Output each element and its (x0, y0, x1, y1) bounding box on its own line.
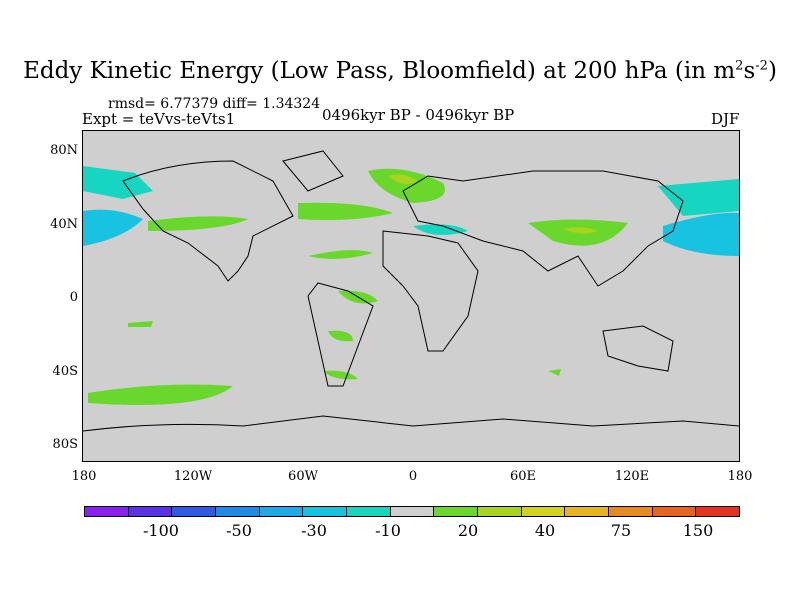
colorbar-swatch-3 (216, 507, 260, 516)
x-tick-120w: 120W (173, 469, 213, 484)
y-tick-80s: 80S (52, 437, 78, 452)
coast-antarctica (83, 415, 739, 432)
y-tick-80n: 80N (50, 143, 78, 158)
colorbar-swatch-8 (434, 507, 479, 516)
colorbar-swatch-4 (259, 507, 304, 516)
x-tick-180e: 180 (727, 469, 753, 484)
period-label: 0496kyr BP - 0496kyr BP (322, 106, 515, 124)
map-svg (83, 131, 739, 461)
coast-south-america (307, 282, 374, 387)
colorbar-label-40: 40 (534, 521, 556, 540)
colorbar-label-minus-30: -30 (301, 521, 327, 540)
y-tick-0: 0 (69, 290, 78, 305)
region-pacific-east (658, 179, 739, 216)
experiment-label: Expt = teVvs-teVts1 (82, 110, 236, 128)
region-mediterranean (413, 224, 468, 235)
colorbar-swatch-13 (652, 507, 697, 516)
coast-north-america (122, 160, 294, 282)
colorbar-swatch-2 (172, 507, 217, 516)
colorbar-swatch-14 (696, 507, 740, 516)
colorbar-swatch-9 (478, 507, 522, 516)
region-indian-ocean-small (548, 369, 561, 376)
region-south-atlantic-lower (323, 370, 358, 380)
region-south-pacific-small (128, 321, 153, 327)
coast-eurasia (402, 170, 684, 287)
region-north-pacific-west (83, 166, 153, 199)
region-south-pacific (88, 384, 233, 405)
region-asia-jet-core (563, 227, 598, 234)
rmsd-label: rmsd= 6.77379 diff= 1.34324 (108, 96, 321, 112)
colorbar-swatch-0 (85, 507, 129, 516)
colorbar-swatch-10 (521, 507, 566, 516)
region-europe-north-core (388, 174, 418, 185)
colorbar-swatch-1 (128, 507, 173, 516)
colorbar-swatch-11 (565, 507, 610, 516)
colorbar-label-minus-10: -10 (375, 521, 401, 540)
colorbar-swatch-6 (347, 507, 391, 516)
y-tick-40s: 40S (52, 364, 78, 379)
colorbar-label-minus-50: -50 (226, 521, 252, 540)
region-pacific-east-core (663, 212, 739, 256)
map-plot-area (82, 130, 740, 462)
colorbar-label-minus-100: -100 (143, 521, 179, 540)
region-south-atlantic (328, 330, 353, 342)
y-tick-40n: 40N (50, 217, 78, 232)
colorbar-label-150: 150 (682, 521, 714, 540)
coast-greenland (282, 150, 344, 192)
region-pacific-west-core (83, 209, 143, 246)
coastlines (83, 150, 739, 432)
coast-africa (382, 230, 479, 352)
colorbar-label-20: 20 (457, 521, 479, 540)
colorbar-label-75: 75 (610, 521, 632, 540)
colorbar-swatch-5 (303, 507, 348, 516)
colorbar (84, 506, 740, 517)
figure-title: Eddy Kinetic Energy (Low Pass, Bloomfiel… (23, 58, 777, 84)
x-tick-60w: 60W (288, 469, 318, 484)
region-north-america (148, 216, 248, 231)
region-north-atlantic (298, 202, 393, 221)
x-tick-120e: 120E (614, 469, 650, 484)
x-tick-60e: 60E (509, 469, 537, 484)
x-tick-0: 0 (408, 469, 418, 484)
colorbar-swatch-12 (609, 507, 653, 516)
colorbar-swatch-7 (390, 507, 435, 516)
season-label: DJF (711, 110, 740, 128)
coast-australia (602, 325, 674, 372)
x-tick-180w: 180 (71, 469, 97, 484)
positive-anomaly-regions (83, 166, 739, 405)
region-north-america-east (308, 250, 373, 259)
